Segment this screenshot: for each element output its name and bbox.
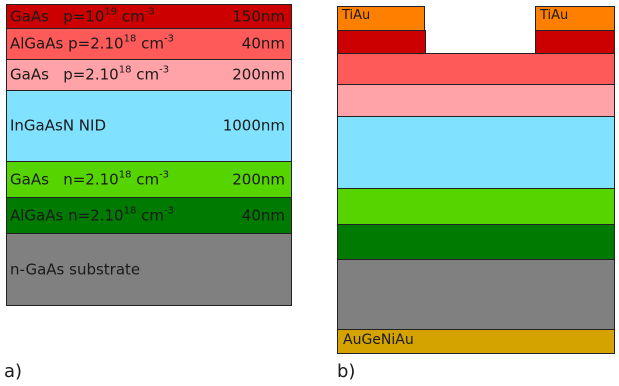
layer-algaas-p: AlGaAs p=2.1018 cm-3 40nm (6, 29, 292, 60)
layer-label: AlGaAs n=2.1018 cm-3 (10, 205, 174, 224)
panel-label-b: b) (337, 361, 356, 382)
layer-label: GaAs p=1019 cm-3 (10, 6, 155, 25)
layer-b-substrate (337, 260, 615, 330)
mesa-cap-left (337, 30, 426, 54)
layer-b-algaas-n (337, 225, 615, 260)
layer-thickness: 150nm (232, 7, 285, 25)
layer-gaas-p: GaAs p=2.1018 cm-3 200nm (6, 60, 292, 91)
layer-thickness: 200nm (232, 65, 285, 84)
layer-ingaasn-nid: InGaAsN NID 1000nm (6, 91, 292, 162)
bottom-contact: AuGeNiAu (337, 329, 615, 354)
layer-thickness: 40nm (241, 34, 285, 53)
layer-label: n-GaAs substrate (10, 260, 141, 278)
layer-label: AlGaAs p=2.1018 cm-3 (10, 33, 174, 53)
layer-label: GaAs p=2.1018 cm-3 (10, 64, 170, 84)
top-contact-left: TiAu (337, 6, 425, 31)
top-contact-right: TiAu (535, 6, 615, 31)
layer-thickness: 40nm (241, 206, 285, 224)
mesa-cap-right (535, 30, 615, 54)
layer-b-ingaasn (337, 117, 615, 189)
layer-n-gaas-substrate: n-GaAs substrate (6, 234, 292, 306)
layer-thickness: 1000nm (222, 116, 285, 135)
layer-b-gaas-n (337, 189, 615, 225)
layer-algaas-n: AlGaAs n=2.1018 cm-3 40nm (6, 198, 292, 234)
layer-gaas-n: GaAs n=2.1018 cm-3 200nm (6, 162, 292, 198)
layer-label: InGaAsN NID (10, 116, 107, 135)
layer-b-algaas-p (337, 53, 615, 85)
layer-gaas-p-cap: GaAs p=1019 cm-3 150nm (6, 4, 292, 29)
layer-label: GaAs n=2.1018 cm-3 (10, 169, 170, 188)
layer-thickness: 200nm (232, 170, 285, 188)
panel-label-a: a) (4, 361, 23, 382)
layer-b-gaas-p (337, 85, 615, 117)
